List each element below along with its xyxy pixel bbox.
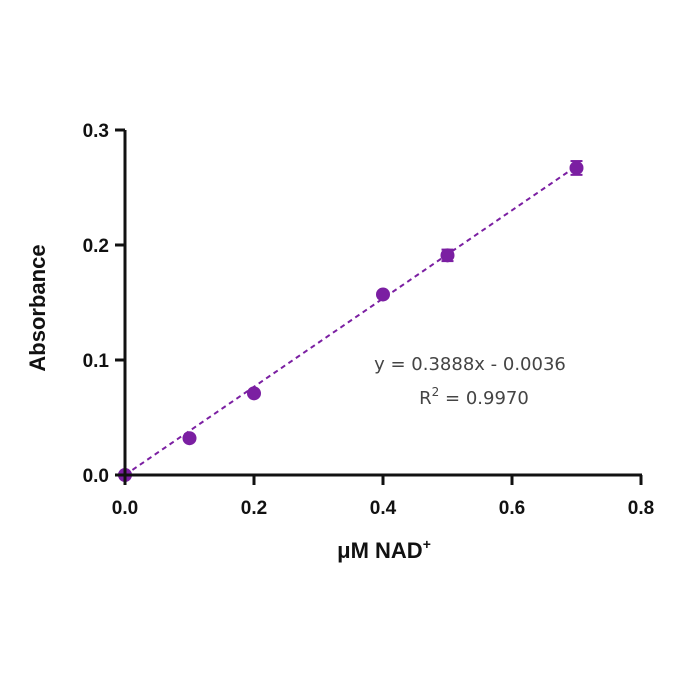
x-tick-label: 0.4	[370, 498, 397, 519]
y-tick-label: 0.0	[83, 466, 109, 487]
x-axis-title-main: μM NAD	[337, 538, 423, 563]
data-point	[569, 160, 584, 175]
y-axis-title: Absorbance	[25, 244, 50, 371]
y-ticks: 0.0 0.1 0.2 0.3	[83, 121, 125, 487]
trendline-layer	[124, 165, 578, 476]
r-squared-annotation: R2 = 0.9970	[419, 385, 529, 409]
r-squared-value: = 0.9970	[439, 388, 529, 409]
y-tick-label: 0.3	[83, 121, 109, 142]
x-tick-label: 0.6	[499, 498, 525, 519]
r-squared-superscript: 2	[432, 385, 440, 399]
y-tick-label: 0.2	[83, 236, 109, 257]
y-tick-label: 0.1	[83, 351, 110, 372]
x-tick-label: 0.2	[241, 498, 267, 519]
x-ticks: 0.0 0.2 0.4 0.6 0.8	[112, 475, 654, 519]
x-tick-label: 0.0	[112, 498, 138, 519]
r-squared-label: R	[419, 388, 432, 409]
x-axis-title-superscript: +	[423, 536, 431, 552]
regression-equation: y = 0.3888x - 0.0036	[374, 354, 566, 375]
x-tick-label: 0.8	[628, 498, 654, 519]
data-point	[247, 386, 261, 401]
data-layer	[118, 160, 584, 482]
data-point	[182, 431, 197, 446]
data-point	[376, 287, 390, 302]
trendline	[124, 165, 578, 476]
data-point	[440, 248, 455, 263]
x-axis-title: μM NAD+	[337, 536, 431, 563]
